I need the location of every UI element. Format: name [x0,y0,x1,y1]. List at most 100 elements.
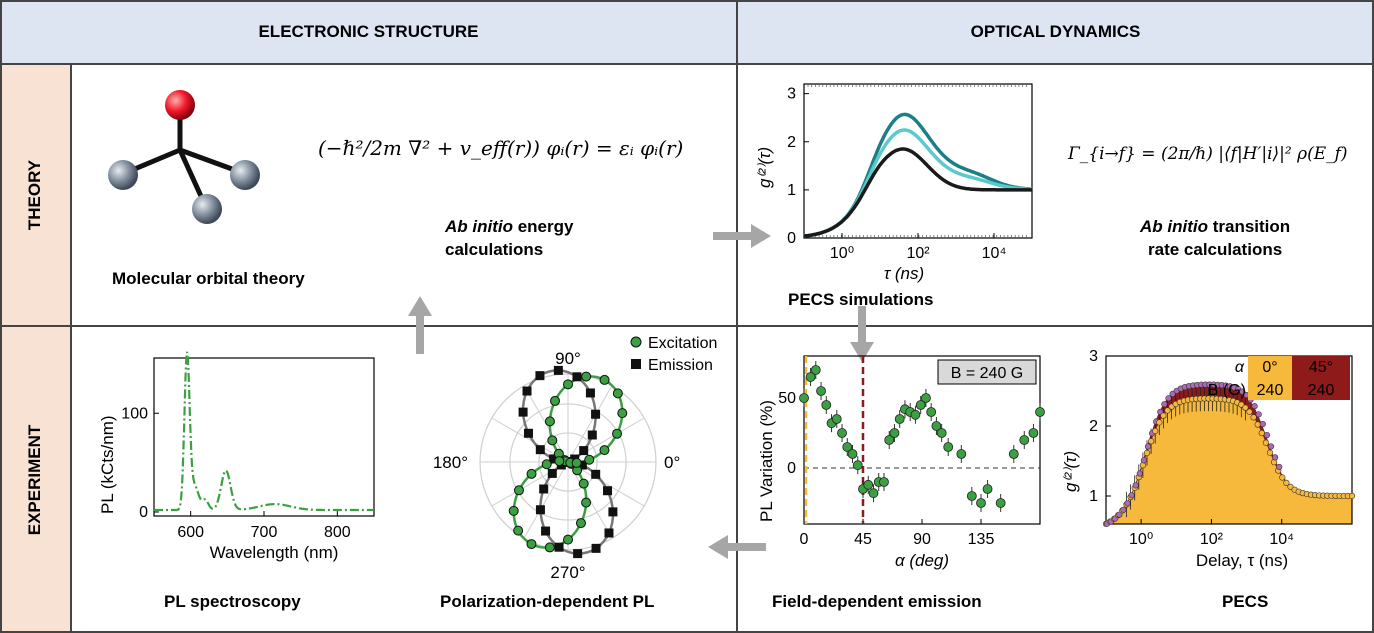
field-data-point [894,414,905,424]
polar-legend-excitation-label: Excitation [648,335,717,352]
pl-ytick-label: 0 [139,504,148,521]
polar-emission-point [535,371,545,381]
pecs-exp-point-45deg [1120,506,1127,513]
pecs-exp-point-45deg [1239,388,1246,395]
caption-abinitio-rate-word: transition [1212,217,1291,236]
polar-label-90: 90° [555,349,581,368]
field-data-point [921,393,931,403]
header-optical-dynamics: OPTICAL DYNAMICS [737,0,1374,64]
field-data-point [879,477,889,487]
polar-emission-point [549,454,559,464]
polar-label-270: 270° [550,563,585,582]
polar-emission-point [591,409,601,419]
polar-emission-point [573,549,583,559]
pecs-exp-legend-alpha-45: 45° [1309,359,1333,376]
grid-border-middle [0,325,1374,327]
polar-legend-emission-label: Emission [648,357,713,374]
pecs-exp-point-0deg [1258,430,1265,437]
pecs-sim-frame [803,83,1033,239]
field-xtick-label: 0 [800,531,809,548]
polar-excitation-point [575,518,586,529]
atom-grey-bottom [192,194,222,224]
polar-excitation-point [612,388,623,399]
pecs-exp-point-45deg [1140,457,1147,464]
polar-excitation-point [578,478,589,489]
pecs-exp-point-0deg [1143,449,1151,457]
row-label-experiment: EXPERIMENT [0,326,70,633]
field-data-point [915,400,926,410]
caption-abinitio-energy-line2: calculations [445,240,544,259]
polar-excitation-point [541,459,552,470]
field-data-point [936,428,947,438]
field-data-point [852,460,863,471]
pecs-exp-legend-b-0: 240 [1257,382,1284,399]
field-data-point [805,372,816,382]
polar-excitation-point [584,454,595,465]
caption-pecs-simulations: PECS simulations [788,290,934,309]
field-data-point [799,393,809,403]
polar-excitation-point [563,534,573,545]
polar-legend-excitation-marker [630,336,642,348]
polar-emission-point [591,543,601,553]
polar-excitation-point [599,374,610,385]
field-data-point [884,435,895,445]
field-data-point [1035,407,1045,417]
pecs-exp-point-45deg [1251,403,1258,410]
polar-emission-point [608,507,618,517]
field-annotation-text: B = 240 G [951,365,1024,382]
polar-emission-point [585,388,595,398]
pecs-sim-xtick-label: 10⁴ [982,245,1007,262]
molecule-diagram [108,90,260,224]
polar-emission-point [553,365,563,375]
caption-abinitio-energy-word: energy [517,217,574,236]
pl-spectrum-chart: PL (kCts/nm) Wavelength (nm) 600 700 800 0 1… [98,351,375,562]
pecs-exp-point-45deg [1161,401,1168,408]
field-dep-ylabel: PL Variation (%) [757,400,776,522]
pecs-exp-point-45deg [1259,421,1266,428]
caption-abinitio-rate-line2: rate calculations [1148,240,1283,259]
row-label-experiment-text: EXPERIMENT [25,424,44,535]
field-data-point [821,400,832,410]
pecs-exp-point-0deg [1164,407,1171,414]
field-xtick-label: 90 [913,531,931,548]
atom-grey-right [230,160,260,190]
polar-excitation-point [581,497,592,508]
field-data-point [931,421,942,431]
polar-excitation-point [547,435,558,446]
polar-label-0: 0° [664,453,680,472]
pecs-exp-point-0deg [1348,492,1356,500]
caption-abinitio-rate: Ab initio transition rate calculations [1140,215,1290,261]
pecs-exp-point-0deg [1283,479,1290,486]
polar-emission-point [587,430,597,440]
pecs-exp-legend-b-45: 240 [1308,382,1335,399]
pecs-exp-ytick-label: 2 [1089,418,1098,435]
polar-emission-point [541,526,551,536]
pecs-exp-point-45deg [1136,470,1143,477]
pecs-exp-xlabel: Delay, τ (ns) [1196,551,1288,570]
field-data-point [863,479,874,490]
caption-field-dependent-emission: Field-dependent emission [772,592,982,611]
polar-excitation-point [581,371,592,382]
pecs-exp-point-0deg [1152,427,1159,435]
polar-label-180: 180° [433,453,468,472]
pecs-exp-point-45deg [1255,411,1262,418]
pecs-exp-point-0deg [1262,439,1269,446]
pecs-exp-legend-b-label: B (G) [1208,382,1246,399]
field-data-point [1019,435,1030,445]
polar-emission-point [572,372,582,382]
field-dependent-chart: PL Variation (%) α (deg) 0 45 90 135 0 50 B = … [757,355,1045,570]
field-ytick-label: 0 [787,460,796,477]
field-data-point [926,407,937,417]
atom-red [165,90,195,120]
arrow-right-theory [713,224,771,248]
field-xtick-label: 135 [968,531,995,548]
polar-excitation-point [544,416,555,427]
pecs-exp-point-0deg [1238,401,1245,408]
polar-excitation-point [550,395,561,406]
pecs-exp-point-45deg [1165,395,1172,402]
field-data-point [1008,449,1019,459]
pl-xtick-label: 600 [177,524,204,541]
field-data-point [831,414,842,424]
field-data-point [868,488,879,499]
polar-legend-emission-marker [631,359,641,369]
